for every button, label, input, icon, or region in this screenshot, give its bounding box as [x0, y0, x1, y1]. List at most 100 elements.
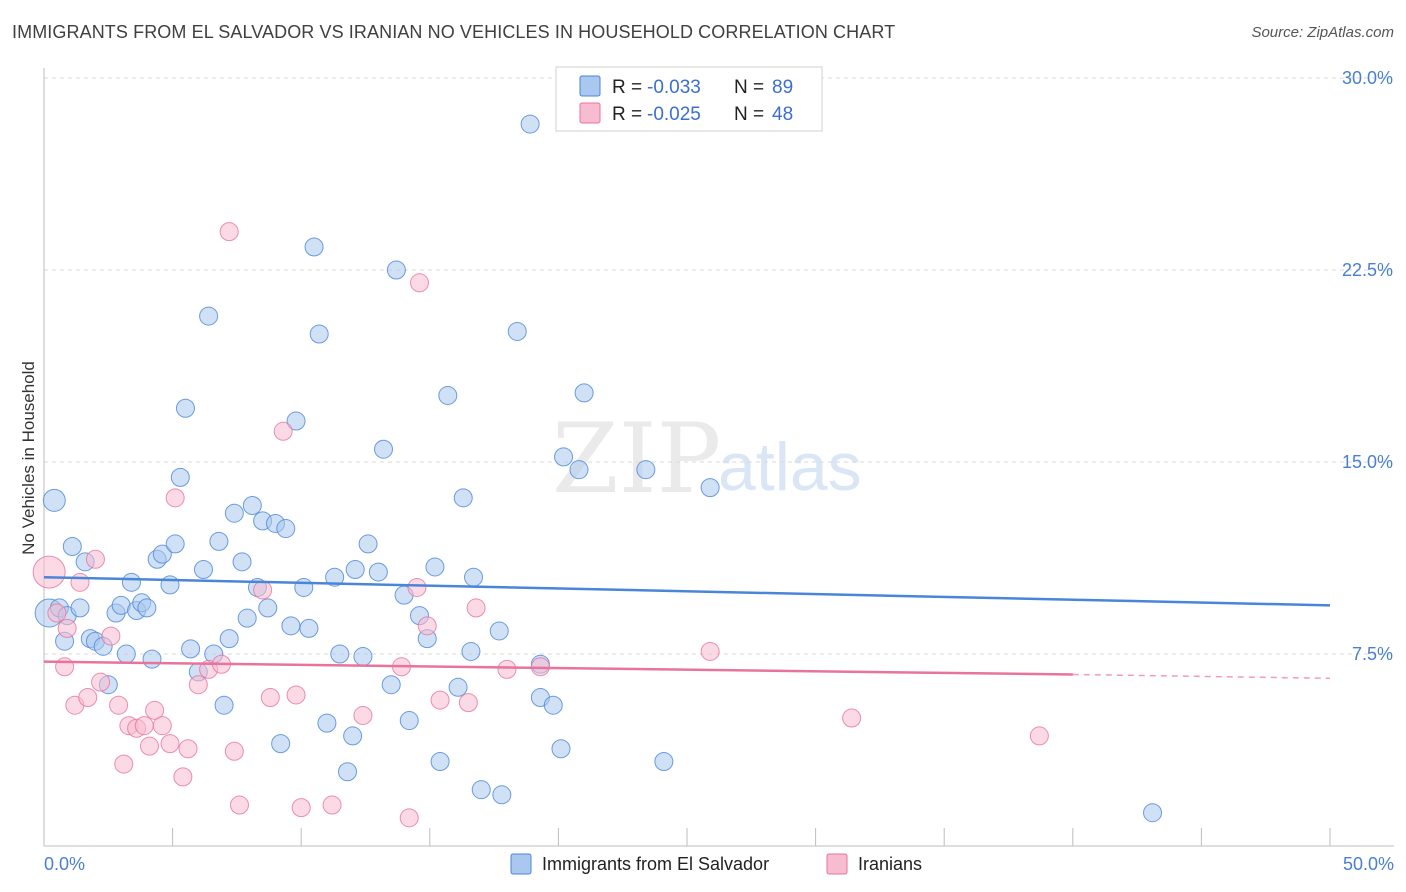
data-point [1029, 726, 1049, 746]
data-point [271, 734, 291, 754]
y-tick-labels: 7.5% 15.0% 22.5% 30.0% [1342, 68, 1393, 664]
data-point [464, 567, 484, 587]
data-point [85, 549, 105, 569]
data-point [461, 641, 481, 661]
data-point [286, 685, 306, 705]
data-point [330, 644, 350, 664]
legend-n-label-pink: N = [734, 104, 764, 125]
data-point [343, 726, 363, 746]
data-point [32, 555, 66, 589]
source-label: Source: ZipAtlas.com [1251, 24, 1394, 41]
data-point [181, 639, 201, 659]
data-point [574, 383, 594, 403]
y-axis-title: No Vehicles in Household [19, 361, 38, 555]
data-point [317, 713, 337, 733]
data-point [219, 629, 239, 649]
bottom-legend-label-pink: Iranians [858, 854, 922, 874]
data-point [281, 616, 301, 636]
data-point [199, 306, 219, 326]
data-point [492, 785, 512, 805]
data-point [368, 562, 388, 582]
data-point [358, 534, 378, 554]
data-point [700, 478, 720, 498]
data-point [116, 644, 136, 664]
data-point [337, 762, 357, 782]
data-point [304, 237, 324, 257]
legend-swatch-pink [579, 102, 601, 124]
legend-swatch-blue [579, 75, 601, 97]
data-point [214, 695, 234, 715]
y-tick-label: 7.5% [1352, 644, 1393, 664]
data-point [121, 572, 141, 592]
data-point [430, 752, 450, 772]
data-point [137, 598, 157, 618]
data-point [173, 767, 193, 787]
data-point [551, 739, 571, 759]
data-point [471, 780, 491, 800]
data-point [232, 552, 252, 572]
data-point [399, 711, 419, 731]
data-point [237, 608, 257, 628]
data-point [47, 603, 67, 623]
data-point [322, 795, 342, 815]
data-point [273, 421, 293, 441]
legend-r-value-blue: -0.033 [647, 77, 701, 98]
legend-r-value-pink: -0.025 [647, 104, 701, 125]
data-point [410, 273, 430, 293]
y-tick-label: 22.5% [1342, 260, 1393, 280]
data-point [160, 734, 180, 754]
data-point [78, 688, 98, 708]
data-point [386, 260, 406, 280]
data-point [62, 536, 82, 556]
data-point [286, 411, 306, 431]
data-point [374, 439, 394, 459]
data-point [1143, 803, 1163, 823]
chart-title: IMMIGRANTS FROM EL SALVADOR VS IRANIAN N… [12, 22, 896, 42]
data-point [258, 598, 278, 618]
data-point [466, 598, 486, 618]
bottom-legend: Immigrants from El Salvador Iranians [510, 853, 922, 875]
series-iranians-points [32, 222, 1049, 828]
data-point [448, 677, 468, 697]
trend-line-iranians-extension [1072, 673, 1331, 680]
data-point [430, 690, 450, 710]
legend-n-value-pink: 48 [772, 104, 793, 125]
data-point [224, 741, 244, 761]
data-point [294, 577, 314, 597]
trend-line-iranians [43, 660, 1073, 676]
data-point [554, 447, 574, 467]
watermark-zip: ZIP [552, 403, 721, 515]
data-point [42, 488, 66, 512]
bottom-legend-label-blue: Immigrants from El Salvador [542, 854, 769, 874]
data-point [489, 621, 509, 641]
data-point [325, 567, 345, 587]
data-point [543, 695, 563, 715]
data-point [224, 503, 244, 523]
data-point [353, 705, 373, 725]
data-point [425, 557, 445, 577]
x-tick-label-min: 0.0% [44, 854, 85, 874]
data-point [842, 708, 862, 728]
data-point [109, 695, 129, 715]
data-point [299, 618, 319, 638]
data-point [178, 739, 198, 759]
data-point [453, 488, 473, 508]
data-point [399, 808, 419, 828]
data-point [134, 716, 154, 736]
data-point [114, 754, 134, 774]
legend-n-value-blue: 89 [772, 77, 793, 98]
data-point [260, 688, 280, 708]
data-point [407, 577, 427, 597]
data-point [353, 647, 373, 667]
data-point [165, 488, 185, 508]
data-point [497, 659, 517, 679]
data-point [569, 460, 589, 480]
data-point [253, 580, 273, 600]
data-point [70, 598, 90, 618]
data-point [91, 672, 111, 692]
legend-n-label-blue: N = [734, 77, 764, 98]
data-point [70, 572, 90, 592]
data-point [193, 560, 213, 580]
data-point [520, 114, 540, 134]
